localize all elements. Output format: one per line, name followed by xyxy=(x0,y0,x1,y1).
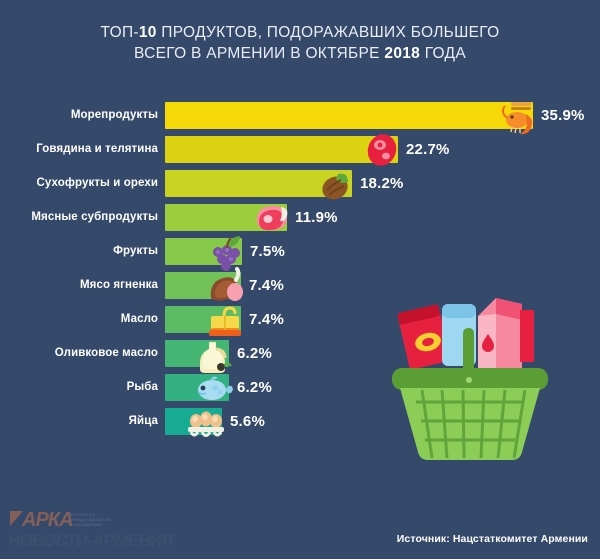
value-label: 6.2% xyxy=(237,345,272,362)
title-line2-post: ГОДА xyxy=(420,45,466,62)
category-label: Морепродукты xyxy=(70,109,158,121)
chart-row: Говядина и телятина 22.7% xyxy=(0,134,600,166)
bar xyxy=(165,408,222,435)
category-label: Мясные субпродукты xyxy=(31,211,158,223)
value-label: 35.9% xyxy=(541,107,585,124)
chart-row: Фрукты 7.5% xyxy=(0,236,600,271)
chart-row: Морепродукты 35.9% xyxy=(0,102,600,135)
bar xyxy=(165,102,533,129)
bar xyxy=(165,306,241,333)
bar xyxy=(165,340,229,367)
value-label: 7.4% xyxy=(249,311,284,328)
logo-triangle-icon xyxy=(10,511,23,526)
red-box-item xyxy=(397,304,451,370)
source-note: Источник: Нацстаткомитет Армении xyxy=(396,533,588,545)
category-label: Оливковое масло xyxy=(54,347,158,359)
value-label: 18.2% xyxy=(360,175,404,192)
bar xyxy=(165,136,398,163)
title-line2-pre: ВСЕГО В АРМЕНИИ В ОКТЯБРЕ xyxy=(133,45,385,62)
category-label: Фрукты xyxy=(113,245,158,257)
pink-carton-item xyxy=(478,298,534,368)
title-line1-bold: 10 xyxy=(138,24,157,41)
value-label: 22.7% xyxy=(406,141,450,158)
title-line-2: ВСЕГО В АРМЕНИИ В ОКТЯБРЕ 2018 ГОДА xyxy=(0,43,600,64)
bar xyxy=(165,204,287,231)
chart-row: Сухофрукты и орехи 18.2% xyxy=(0,170,600,200)
value-label: 7.4% xyxy=(249,277,284,294)
title-line-1: ТОП-10 ПРОДУКТОВ, ПОДОРАЖАВШИХ БОЛЬШЕГО xyxy=(0,22,600,43)
category-label: Рыба xyxy=(126,381,158,393)
value-label: 5.6% xyxy=(230,413,265,430)
category-label: Яйца xyxy=(128,415,158,427)
logo-bottom-text: НОВОСТИ-АРМЕНИЯ xyxy=(8,531,173,550)
chart-row: Масло 7.4% xyxy=(0,306,600,336)
title-line1-pre: ТОП- xyxy=(100,24,139,41)
value-label: 6.2% xyxy=(237,379,272,396)
bar xyxy=(165,238,242,265)
bar xyxy=(165,272,241,299)
category-label: Мясо ягненка xyxy=(79,279,158,291)
logo-subtitle: агентство международной информации xyxy=(70,512,111,528)
category-label: Говядина и телятина xyxy=(36,143,158,155)
value-label: 7.5% xyxy=(250,243,285,260)
category-label: Масло xyxy=(120,313,158,325)
arka-logo: АРКА агентство международной информации … xyxy=(8,507,173,553)
bar xyxy=(165,170,352,197)
bar xyxy=(165,374,229,401)
title-line2-bold: 2018 xyxy=(384,45,421,62)
logo-main-text: АРКА xyxy=(22,509,74,531)
shopping-basket-illustration xyxy=(392,298,548,460)
page-title: ТОП-10 ПРОДУКТОВ, ПОДОРАЖАВШИХ БОЛЬШЕГО … xyxy=(0,22,600,64)
title-line1-post: ПРОДУКТОВ, ПОДОРАЖАВШИХ БОЛЬШЕГО xyxy=(156,24,500,41)
category-label: Сухофрукты и орехи xyxy=(36,177,158,189)
value-label: 11.9% xyxy=(295,209,338,226)
chart-row: Мясные субпродукты 11.9% xyxy=(0,204,600,231)
